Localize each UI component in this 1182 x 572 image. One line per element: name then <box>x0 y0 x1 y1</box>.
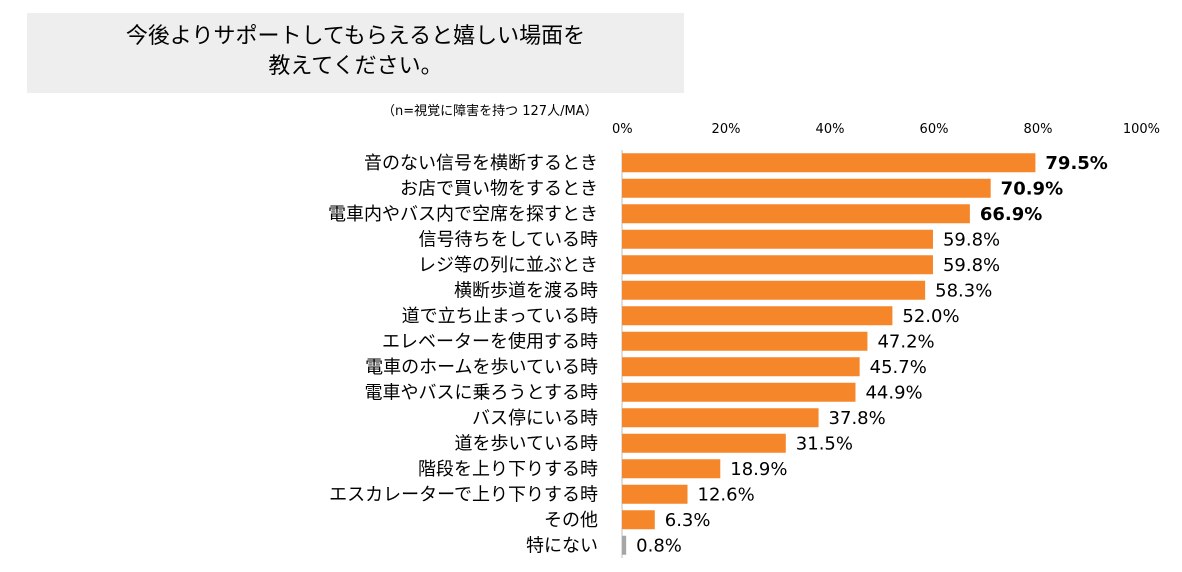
chart-title-line1: 今後よりサポートしてもらえると嬉しい場面を <box>125 24 586 49</box>
category-label: エレベーターを使用する時 <box>382 331 598 352</box>
bar-1 <box>622 153 1036 173</box>
category-label: 電車やバスに乗ろうとする時 <box>365 382 598 403</box>
category-label: 特にない <box>526 535 598 556</box>
bar-11 <box>622 408 819 428</box>
value-label: 52.0% <box>902 306 959 327</box>
x-tick-label: 40% <box>816 122 845 137</box>
category-label: 音のない信号を横断するとき <box>364 153 598 174</box>
bar-3 <box>622 204 970 224</box>
x-tick-label: 20% <box>712 122 741 137</box>
bar-13 <box>622 459 721 479</box>
value-label: 31.5% <box>796 433 853 454</box>
value-label: 37.8% <box>829 408 886 429</box>
category-label: レジ等の列に並ぶとき <box>418 255 598 276</box>
value-label: 58.3% <box>935 280 992 301</box>
category-label: その他 <box>544 510 598 531</box>
bar-6 <box>622 280 926 300</box>
bar-4 <box>622 229 933 249</box>
value-label: 0.8% <box>636 535 682 556</box>
x-tick-label: 60% <box>920 122 949 137</box>
value-label: 6.3% <box>665 510 711 531</box>
value-label: 47.2% <box>877 331 934 352</box>
sample-note: （n=視覚に障害を持つ 127人/MA） <box>382 104 598 119</box>
category-label: バス停にいる時 <box>472 408 598 429</box>
bar-8 <box>622 331 868 351</box>
bar-16 <box>622 535 627 555</box>
value-label: 59.8% <box>943 229 1000 250</box>
x-tick-label: 100% <box>1123 122 1160 137</box>
bar-10 <box>622 382 856 402</box>
category-label: 電車内やバス内で空席を探すとき <box>328 204 598 225</box>
category-label: エスカレーターで上り下りする時 <box>329 484 598 505</box>
x-tick-label: 80% <box>1024 122 1053 137</box>
value-label: 79.5% <box>1045 153 1107 174</box>
bar-15 <box>622 510 655 530</box>
bar-5 <box>622 255 933 275</box>
bar-12 <box>622 433 786 453</box>
title-box: 今後よりサポートしてもらえると嬉しい場面を 教えてください。 <box>27 13 684 93</box>
category-label: 電車のホームを歩いている時 <box>365 357 598 378</box>
value-label: 59.8% <box>943 255 1000 276</box>
category-label: 信号待ちをしている時 <box>419 229 598 250</box>
category-label: 横断歩道を渡る時 <box>454 280 598 301</box>
category-label: 階段を上り下りする時 <box>418 459 598 480</box>
category-label: お店で買い物をするとき <box>400 178 598 199</box>
bar-9 <box>622 357 860 377</box>
value-label: 12.6% <box>698 484 755 505</box>
x-tick-label: 0% <box>612 122 633 137</box>
chart-title-line2: 教えてください。 <box>268 54 443 79</box>
chart-title: 今後よりサポートしてもらえると嬉しい場面を 教えてください。 <box>27 22 684 82</box>
value-label: 44.9% <box>865 382 922 403</box>
bar-14 <box>622 484 688 504</box>
value-label: 66.9% <box>980 204 1042 225</box>
category-label: 道で立ち止まっている時 <box>402 306 598 327</box>
bar-2 <box>622 178 991 198</box>
bar-7 <box>622 306 893 326</box>
value-label: 70.9% <box>1001 178 1063 199</box>
value-label: 18.9% <box>730 459 787 480</box>
value-label: 45.7% <box>870 357 927 378</box>
category-label: 道を歩いている時 <box>455 433 598 454</box>
